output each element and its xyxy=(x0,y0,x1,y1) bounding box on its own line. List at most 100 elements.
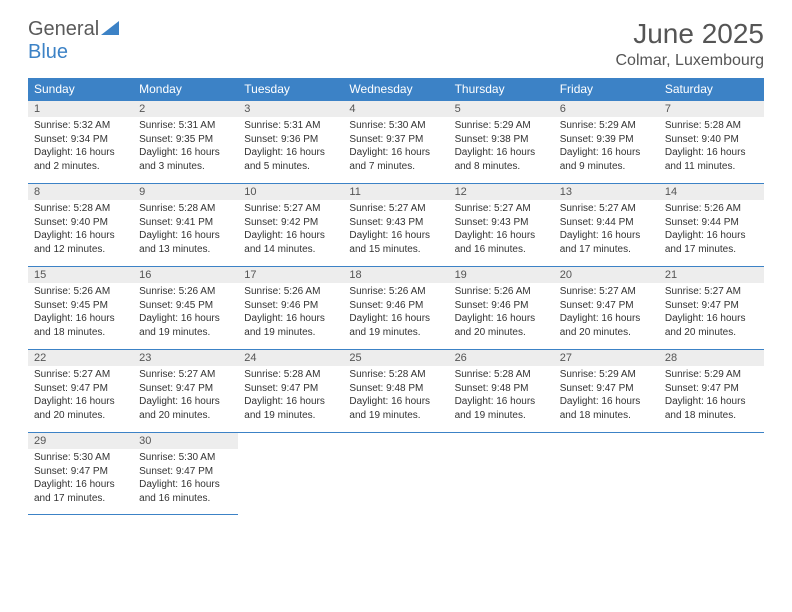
sunrise-line: Sunrise: 5:26 AM xyxy=(34,285,127,299)
day-number: 24 xyxy=(238,350,343,366)
day-body: Sunrise: 5:29 AMSunset: 9:47 PMDaylight:… xyxy=(659,366,764,426)
daylight-line: Daylight: 16 hours and 8 minutes. xyxy=(455,146,548,173)
sunset-line: Sunset: 9:47 PM xyxy=(139,382,232,396)
day-number: 16 xyxy=(133,267,238,283)
logo-line1: General xyxy=(28,18,99,40)
daylight-line: Daylight: 16 hours and 9 minutes. xyxy=(560,146,653,173)
daylight-line: Daylight: 16 hours and 16 minutes. xyxy=(139,478,232,505)
empty-cell xyxy=(659,433,764,515)
daylight-line: Daylight: 16 hours and 18 minutes. xyxy=(665,395,758,422)
sunrise-line: Sunrise: 5:27 AM xyxy=(139,368,232,382)
day-number: 15 xyxy=(28,267,133,283)
day-number: 1 xyxy=(28,101,133,117)
day-body: Sunrise: 5:27 AMSunset: 9:47 PMDaylight:… xyxy=(659,283,764,343)
sunset-line: Sunset: 9:39 PM xyxy=(560,133,653,147)
daylight-line: Daylight: 16 hours and 18 minutes. xyxy=(34,312,127,339)
day-cell: 24Sunrise: 5:28 AMSunset: 9:47 PMDayligh… xyxy=(238,350,343,432)
sunset-line: Sunset: 9:34 PM xyxy=(34,133,127,147)
sunset-line: Sunset: 9:47 PM xyxy=(244,382,337,396)
day-body: Sunrise: 5:27 AMSunset: 9:47 PMDaylight:… xyxy=(28,366,133,426)
day-number: 2 xyxy=(133,101,238,117)
weekday-header: Monday xyxy=(133,78,238,100)
empty-cell xyxy=(449,433,554,515)
day-number: 19 xyxy=(449,267,554,283)
day-cell: 18Sunrise: 5:26 AMSunset: 9:46 PMDayligh… xyxy=(343,267,448,349)
day-body: Sunrise: 5:29 AMSunset: 9:38 PMDaylight:… xyxy=(449,117,554,177)
weekday-header: Wednesday xyxy=(343,78,448,100)
daylight-line: Daylight: 16 hours and 2 minutes. xyxy=(34,146,127,173)
sunrise-line: Sunrise: 5:27 AM xyxy=(244,202,337,216)
day-number: 25 xyxy=(343,350,448,366)
day-number: 20 xyxy=(554,267,659,283)
sunset-line: Sunset: 9:47 PM xyxy=(34,465,127,479)
daylight-line: Daylight: 16 hours and 19 minutes. xyxy=(244,395,337,422)
sunset-line: Sunset: 9:47 PM xyxy=(34,382,127,396)
sunrise-line: Sunrise: 5:27 AM xyxy=(34,368,127,382)
sunrise-line: Sunrise: 5:28 AM xyxy=(34,202,127,216)
sunrise-line: Sunrise: 5:27 AM xyxy=(349,202,442,216)
day-number: 14 xyxy=(659,184,764,200)
day-cell: 19Sunrise: 5:26 AMSunset: 9:46 PMDayligh… xyxy=(449,267,554,349)
day-body: Sunrise: 5:32 AMSunset: 9:34 PMDaylight:… xyxy=(28,117,133,177)
day-body: Sunrise: 5:30 AMSunset: 9:37 PMDaylight:… xyxy=(343,117,448,177)
daylight-line: Daylight: 16 hours and 20 minutes. xyxy=(665,312,758,339)
daylight-line: Daylight: 16 hours and 11 minutes. xyxy=(665,146,758,173)
day-number: 6 xyxy=(554,101,659,117)
day-number: 8 xyxy=(28,184,133,200)
empty-cell xyxy=(238,433,343,515)
sunrise-line: Sunrise: 5:27 AM xyxy=(560,202,653,216)
day-body: Sunrise: 5:27 AMSunset: 9:43 PMDaylight:… xyxy=(449,200,554,260)
day-number: 3 xyxy=(238,101,343,117)
sunset-line: Sunset: 9:45 PM xyxy=(34,299,127,313)
day-body: Sunrise: 5:27 AMSunset: 9:47 PMDaylight:… xyxy=(554,283,659,343)
day-cell: 25Sunrise: 5:28 AMSunset: 9:48 PMDayligh… xyxy=(343,350,448,432)
sunrise-line: Sunrise: 5:27 AM xyxy=(665,285,758,299)
day-body: Sunrise: 5:26 AMSunset: 9:46 PMDaylight:… xyxy=(449,283,554,343)
sunset-line: Sunset: 9:47 PM xyxy=(665,382,758,396)
day-body: Sunrise: 5:30 AMSunset: 9:47 PMDaylight:… xyxy=(133,449,238,509)
day-cell: 21Sunrise: 5:27 AMSunset: 9:47 PMDayligh… xyxy=(659,267,764,349)
sunset-line: Sunset: 9:36 PM xyxy=(244,133,337,147)
day-cell: 16Sunrise: 5:26 AMSunset: 9:45 PMDayligh… xyxy=(133,267,238,349)
day-cell: 29Sunrise: 5:30 AMSunset: 9:47 PMDayligh… xyxy=(28,433,133,515)
sunrise-line: Sunrise: 5:27 AM xyxy=(455,202,548,216)
day-cell: 10Sunrise: 5:27 AMSunset: 9:42 PMDayligh… xyxy=(238,184,343,266)
sunrise-line: Sunrise: 5:31 AM xyxy=(139,119,232,133)
empty-cell xyxy=(554,433,659,515)
sunrise-line: Sunrise: 5:29 AM xyxy=(560,368,653,382)
day-number: 9 xyxy=(133,184,238,200)
day-cell: 13Sunrise: 5:27 AMSunset: 9:44 PMDayligh… xyxy=(554,184,659,266)
day-body: Sunrise: 5:31 AMSunset: 9:36 PMDaylight:… xyxy=(238,117,343,177)
sunrise-line: Sunrise: 5:29 AM xyxy=(455,119,548,133)
location: Colmar, Luxembourg xyxy=(615,52,764,70)
sunrise-line: Sunrise: 5:30 AM xyxy=(349,119,442,133)
day-body: Sunrise: 5:26 AMSunset: 9:45 PMDaylight:… xyxy=(28,283,133,343)
sunrise-line: Sunrise: 5:26 AM xyxy=(455,285,548,299)
day-cell: 9Sunrise: 5:28 AMSunset: 9:41 PMDaylight… xyxy=(133,184,238,266)
day-cell: 30Sunrise: 5:30 AMSunset: 9:47 PMDayligh… xyxy=(133,433,238,515)
daylight-line: Daylight: 16 hours and 15 minutes. xyxy=(349,229,442,256)
daylight-line: Daylight: 16 hours and 18 minutes. xyxy=(560,395,653,422)
sunset-line: Sunset: 9:41 PM xyxy=(139,216,232,230)
sunset-line: Sunset: 9:45 PM xyxy=(139,299,232,313)
day-cell: 3Sunrise: 5:31 AMSunset: 9:36 PMDaylight… xyxy=(238,101,343,183)
day-body: Sunrise: 5:31 AMSunset: 9:35 PMDaylight:… xyxy=(133,117,238,177)
day-body: Sunrise: 5:26 AMSunset: 9:45 PMDaylight:… xyxy=(133,283,238,343)
week-row: 29Sunrise: 5:30 AMSunset: 9:47 PMDayligh… xyxy=(28,432,764,515)
sunset-line: Sunset: 9:46 PM xyxy=(455,299,548,313)
sunrise-line: Sunrise: 5:26 AM xyxy=(349,285,442,299)
sunset-line: Sunset: 9:43 PM xyxy=(349,216,442,230)
weekday-header: Tuesday xyxy=(238,78,343,100)
day-number: 21 xyxy=(659,267,764,283)
day-body: Sunrise: 5:28 AMSunset: 9:40 PMDaylight:… xyxy=(28,200,133,260)
week-row: 8Sunrise: 5:28 AMSunset: 9:40 PMDaylight… xyxy=(28,183,764,266)
daylight-line: Daylight: 16 hours and 13 minutes. xyxy=(139,229,232,256)
day-number: 30 xyxy=(133,433,238,449)
day-cell: 17Sunrise: 5:26 AMSunset: 9:46 PMDayligh… xyxy=(238,267,343,349)
daylight-line: Daylight: 16 hours and 5 minutes. xyxy=(244,146,337,173)
day-number: 23 xyxy=(133,350,238,366)
day-number: 13 xyxy=(554,184,659,200)
daylight-line: Daylight: 16 hours and 19 minutes. xyxy=(139,312,232,339)
sunset-line: Sunset: 9:42 PM xyxy=(244,216,337,230)
daylight-line: Daylight: 16 hours and 19 minutes. xyxy=(349,312,442,339)
